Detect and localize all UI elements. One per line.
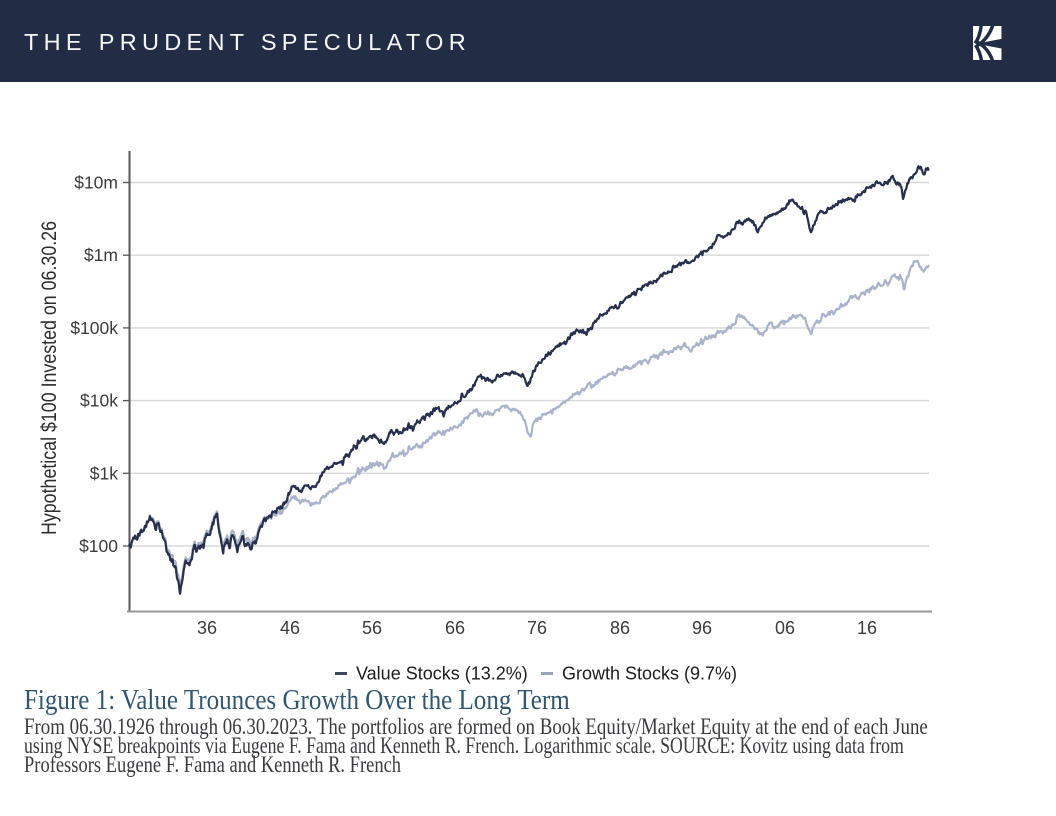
svg-text:66: 66 (445, 618, 465, 638)
svg-text:Growth Stocks (9.7%): Growth Stocks (9.7%) (562, 664, 737, 684)
svg-text:16: 16 (857, 618, 877, 638)
svg-text:46: 46 (280, 618, 300, 638)
svg-text:$100k: $100k (70, 318, 118, 338)
svg-text:06: 06 (775, 618, 795, 638)
svg-text:Hypothetical $100 Invested on: Hypothetical $100 Invested on 06.30.26 (38, 221, 61, 535)
svg-text:86: 86 (610, 618, 630, 638)
svg-text:$10m: $10m (74, 173, 118, 193)
svg-text:$10k: $10k (80, 391, 118, 411)
svg-text:96: 96 (692, 618, 712, 638)
svg-text:76: 76 (527, 618, 547, 638)
svg-text:$100: $100 (79, 536, 118, 556)
svg-text:56: 56 (362, 618, 382, 638)
svg-text:36: 36 (197, 618, 217, 638)
svg-text:$1k: $1k (90, 463, 118, 483)
svg-text:$1m: $1m (84, 245, 118, 265)
svg-text:Value Stocks (13.2%): Value Stocks (13.2%) (356, 664, 528, 684)
